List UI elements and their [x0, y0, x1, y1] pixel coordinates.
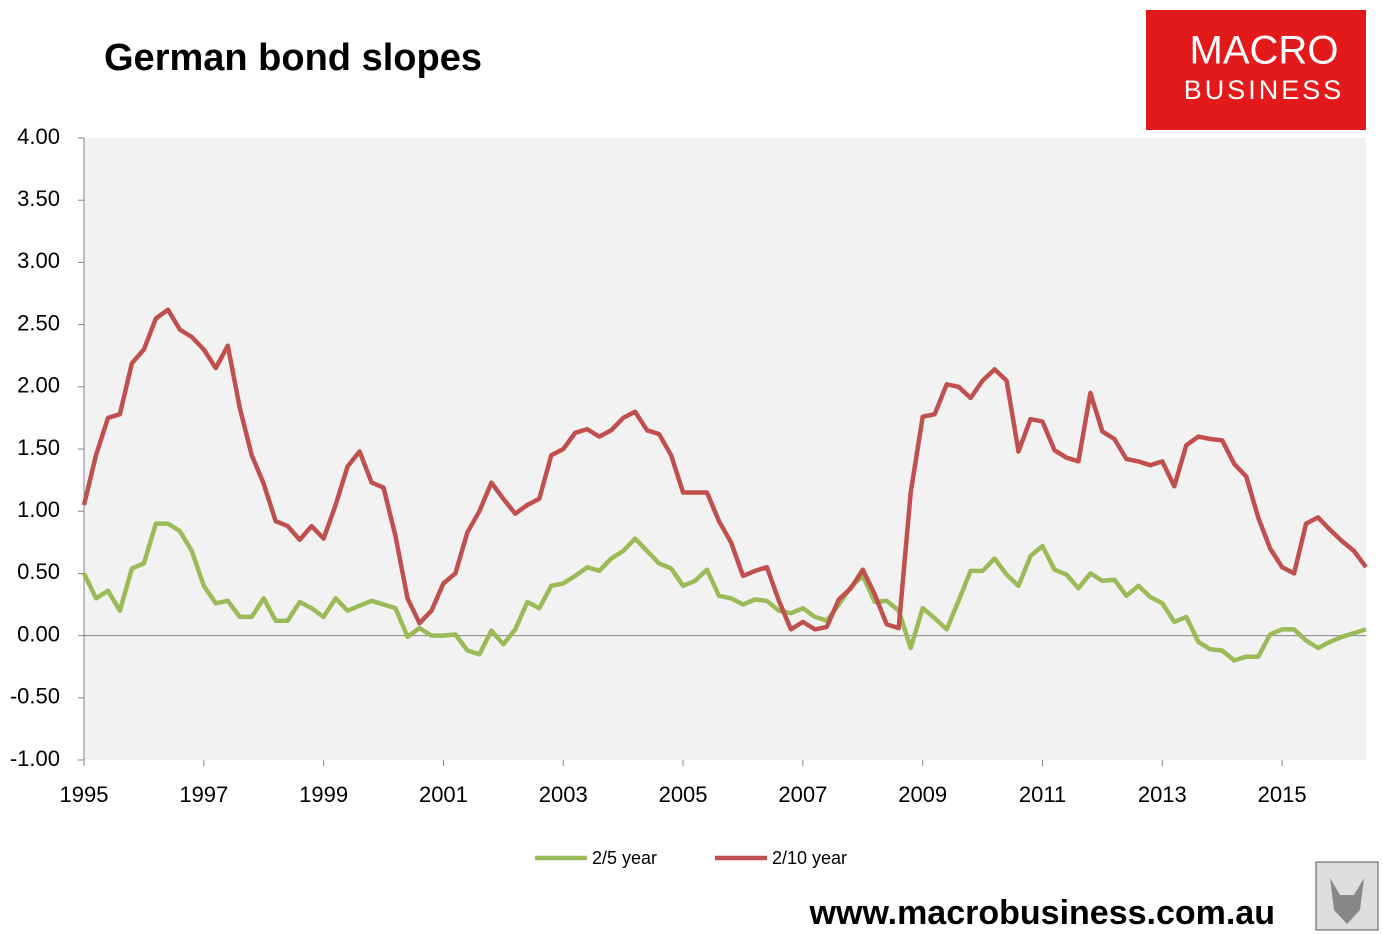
x-tick-label: 2013 — [1138, 782, 1187, 807]
y-tick-label: 0.50 — [17, 559, 60, 584]
y-tick-label: 0.00 — [17, 621, 60, 646]
wolf-face — [1330, 878, 1364, 924]
footer-url: www.macrobusiness.com.au — [809, 894, 1275, 932]
x-tick-label: 2007 — [778, 782, 827, 807]
x-tick-label: 1995 — [60, 782, 109, 807]
x-tick-label: 2005 — [659, 782, 708, 807]
y-tick-label: 1.00 — [17, 497, 60, 522]
series-line — [81, 307, 1368, 632]
legend-label: 2/10 year — [772, 848, 847, 868]
logo-box — [1146, 10, 1366, 130]
series-line — [81, 521, 1367, 663]
logo-line2: BUSINESS — [1184, 75, 1345, 105]
y-tick-label: 3.50 — [17, 186, 60, 211]
y-tick-label: 1.50 — [17, 435, 60, 460]
y-tick-label: 2.50 — [17, 310, 60, 335]
chart-title: German bond slopes — [104, 37, 482, 79]
y-tick-label: -1.00 — [10, 746, 60, 771]
legend-label: 2/5 year — [592, 848, 657, 868]
y-tick-label: 4.00 — [17, 124, 60, 149]
x-tick-label: 1999 — [299, 782, 348, 807]
y-tick-label: -0.50 — [10, 684, 60, 709]
plot-area — [84, 138, 1366, 760]
x-tick-label: 2003 — [539, 782, 588, 807]
y-tick-label: 2.00 — [17, 373, 60, 398]
x-tick-label: 2011 — [1019, 782, 1066, 807]
x-tick-label: 2015 — [1258, 782, 1307, 807]
logo-line1: MACRO — [1190, 29, 1339, 73]
x-tick-label: 2009 — [898, 782, 947, 807]
x-tick-label: 1997 — [179, 782, 228, 807]
x-tick-label: 2001 — [419, 782, 468, 807]
y-tick-label: 3.00 — [17, 248, 60, 273]
